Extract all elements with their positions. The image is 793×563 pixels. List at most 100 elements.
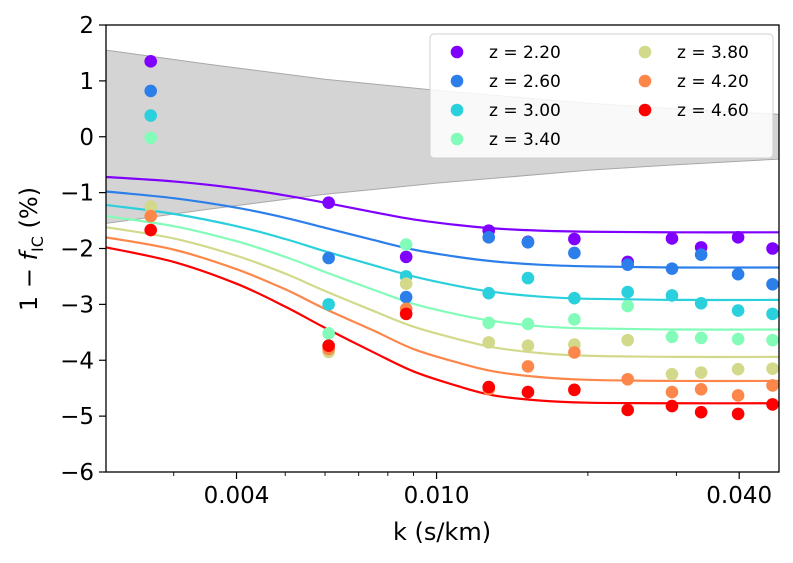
data-point-5-6 [621,372,634,386]
y-tick-label-8: −6 [60,460,94,486]
data-point-0-10 [766,242,779,255]
data-point-5-0 [144,209,158,223]
y-tick-label-4: −2 [60,237,94,263]
data-point-2-6 [621,285,634,299]
data-point-5-7 [665,385,679,399]
data-point-3-0 [144,131,158,145]
data-point-3-3 [482,316,496,330]
data-point-6-7 [665,399,679,413]
data-point-1-1 [322,251,335,265]
data-point-3-8 [694,331,708,345]
data-point-2-5 [568,291,581,305]
legend-label-2: z = 3.00 [489,101,561,121]
data-point-1-2 [399,290,413,304]
data-point-2-0 [144,109,158,122]
y-axis-label-suffix: (%) [15,187,43,236]
data-point-5-4 [521,360,535,373]
data-point-4-0 [144,200,158,213]
data-point-1-10 [766,277,779,291]
data-point-2-9 [731,304,745,317]
data-point-6-5 [568,383,581,397]
data-points [144,55,779,421]
data-point-0-5 [568,232,581,246]
data-point-1-5 [568,246,581,260]
data-point-6-9 [731,407,745,421]
legend-marker-6 [638,103,652,117]
data-point-4-7 [665,367,679,381]
data-point-1-4 [521,236,535,249]
model-curve-0 [106,175,779,234]
x-tick-label-0: 0.004 [204,483,270,509]
model-curve-3 [106,215,779,331]
legend-marker-2 [450,103,464,117]
data-point-0-0 [144,55,158,68]
data-point-5-5 [568,346,581,359]
data-point-0-2 [399,250,413,264]
data-point-4-2 [399,277,413,291]
data-point-5-10 [766,379,779,392]
data-point-0-1 [322,196,335,209]
legend-label-6: z = 4.60 [677,101,749,121]
data-point-1-8 [694,248,708,261]
data-point-4-9 [731,362,745,376]
legend-marker-4 [638,45,652,59]
data-point-6-8 [694,405,708,419]
data-point-3-2 [399,238,413,251]
y-tick-label-7: −5 [60,404,94,430]
data-point-3-4 [521,317,535,331]
legend-label-4: z = 3.80 [677,43,749,63]
data-point-3-1 [322,327,335,340]
model-curve-1 [106,190,779,269]
legend: z = 2.20 z = 2.60 z = 3.00 z = 3.40 z = 3.80… [429,33,774,159]
data-point-4-3 [482,336,496,349]
legend-marker-5 [638,74,652,88]
y-axis-label-prefix: 1 − [15,260,43,311]
data-point-5-8 [694,383,708,396]
data-point-2-3 [482,286,496,300]
model-curves [106,175,779,405]
legend-box [429,33,774,159]
legend-marker-3 [450,132,464,146]
data-point-0-7 [665,232,679,245]
y-tick-label-2: 0 [79,125,94,151]
model-curve-5 [106,236,779,383]
data-point-3-9 [731,332,745,346]
x-tick-label-1: 0.010 [404,483,470,509]
data-point-2-8 [694,296,708,310]
data-point-1-0 [144,84,158,98]
data-point-1-7 [665,262,679,275]
data-point-6-6 [621,403,634,417]
y-tick-label-1: 1 [79,69,94,95]
data-point-1-6 [621,258,634,272]
legend-label-0: z = 2.20 [489,43,561,63]
data-point-0-9 [731,231,745,244]
data-point-4-8 [694,366,708,379]
data-point-6-2 [399,307,413,321]
data-point-6-1 [322,339,335,353]
y-tick-label-6: −4 [60,348,94,374]
data-point-6-3 [482,380,496,394]
model-curve-2 [106,203,779,302]
data-point-1-9 [731,267,745,281]
data-point-4-4 [521,339,535,353]
legend-marker-1 [450,74,464,88]
y-tick-label-5: −3 [60,292,94,318]
x-axis-minor-ticks [173,472,677,476]
data-point-2-1 [322,298,335,311]
y-axis-label-subscript: IC [28,236,47,252]
data-point-6-10 [766,398,779,411]
x-tick-label-2: 0.040 [706,483,772,509]
model-curve-4 [106,226,779,359]
x-axis: 0.004 0.010 0.040 [204,472,772,509]
y-tick-label-3: −1 [60,181,94,207]
data-point-2-10 [766,307,779,321]
legend-label-3: z = 3.40 [489,130,561,150]
model-curve-6 [106,246,779,405]
data-point-2-4 [521,271,535,285]
y-tick-label-0: 2 [79,13,94,39]
data-point-3-7 [665,330,679,344]
data-point-3-6 [621,299,634,313]
data-point-6-0 [144,223,158,237]
legend-label-1: z = 2.60 [489,72,561,92]
y-axis: 2 1 0 −1 −2 −3 −4 −5 −6 [60,13,106,486]
